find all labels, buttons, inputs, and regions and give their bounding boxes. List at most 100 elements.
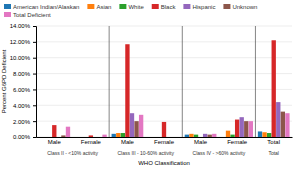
bar (89, 135, 93, 137)
bar (235, 120, 239, 137)
y-tick-mark (33, 42, 36, 43)
legend-item: Unknown (223, 4, 257, 10)
bar (48, 137, 52, 138)
y-tick-mark (33, 58, 36, 59)
y-tick: 14.00% (10, 23, 36, 29)
x-tick-label: Male (194, 139, 208, 145)
y-tick: 0.00% (13, 134, 36, 140)
bar (230, 135, 234, 137)
bar (244, 121, 248, 137)
grid-line (36, 73, 292, 74)
legend-item: Hispanic (183, 4, 215, 10)
separator (255, 26, 256, 137)
bar (66, 127, 70, 137)
bar (57, 137, 61, 138)
grid-line (36, 89, 292, 90)
legend-swatch (4, 12, 11, 17)
y-tick: 4.00% (13, 103, 36, 109)
y-tick-label: 10.00% (10, 55, 31, 61)
x-tick: Female (154, 137, 175, 145)
x-tick-label: Female (81, 139, 102, 145)
separator (109, 26, 110, 137)
plot: 0.00% 2.00% 4.00% 6.00% 8.00% 10.00% 12.00% 14.… (1, 23, 293, 166)
bar (185, 135, 189, 137)
bar (272, 40, 276, 137)
bar (38, 137, 42, 138)
legend-label: Total Deficient (13, 12, 51, 18)
legend-swatch (223, 4, 230, 9)
y-tick: 8.00% (13, 71, 36, 77)
bar (176, 137, 180, 138)
y-tick: 2.00% (13, 119, 36, 125)
legend-item: White (119, 4, 144, 10)
x-tick: Male (48, 137, 62, 145)
x-tick-label: Female (227, 139, 248, 145)
bar (153, 137, 157, 138)
bar (203, 134, 207, 137)
y-tick-mark (33, 121, 36, 122)
y-tick: 6.00% (13, 87, 36, 93)
legend-swatch (119, 4, 126, 9)
bar (148, 137, 152, 138)
bar (116, 133, 120, 137)
bar (189, 134, 193, 137)
legend-item: American Indian/Alaskan (4, 4, 79, 10)
separator (182, 26, 183, 137)
legend-swatch (183, 4, 190, 9)
legend-item: Asian (87, 4, 111, 10)
grid-line (36, 121, 292, 122)
legend-label: Hispanic (192, 4, 215, 10)
bar (276, 102, 280, 137)
bar (61, 135, 65, 137)
bar (212, 134, 216, 137)
y-tick-label: 2.00% (13, 119, 31, 125)
bar (84, 137, 88, 138)
y-axis: 0.00% 2.00% 4.00% 6.00% 8.00% 10.00% 12.00% 14.… (10, 23, 37, 140)
y-tick: 10.00% (10, 55, 36, 61)
bar (171, 137, 175, 138)
x-tick: Male (194, 137, 208, 145)
bar (285, 113, 289, 137)
grid-line (36, 26, 292, 27)
legend-label: Asian (96, 4, 111, 10)
x-tick: Female (81, 137, 102, 145)
bar (80, 137, 84, 138)
bars (52, 40, 289, 137)
bar (226, 131, 230, 137)
bar (43, 137, 47, 138)
bar (125, 44, 129, 137)
x-axis-title: WHO Classification (138, 160, 190, 166)
x-tick: Male (121, 137, 135, 145)
x-tick-label: Male (48, 139, 62, 145)
grid-line (36, 41, 292, 42)
y-tick-mark (33, 74, 36, 75)
bar (157, 137, 161, 138)
y-tick-mark (33, 137, 36, 138)
y-tick: 12.00% (10, 39, 36, 45)
grid-line (36, 57, 292, 58)
legend-label: White (128, 4, 144, 10)
bar (221, 137, 225, 138)
legend-swatch (152, 4, 159, 9)
bar (52, 125, 56, 137)
bar (102, 135, 106, 137)
bar (281, 112, 285, 137)
y-tick-label: 12.00% (10, 39, 31, 45)
group-label: Class IV - >60% activity (193, 150, 246, 156)
bar (75, 137, 79, 138)
x-axis: Male Female Male Female Male Female Total (37, 137, 293, 145)
bar (112, 134, 116, 137)
bar (139, 115, 143, 137)
x-tick: Total (267, 137, 280, 145)
bar (208, 135, 212, 137)
legend-label: Black (161, 4, 177, 10)
bar (98, 137, 102, 138)
x-axis-line (37, 137, 293, 138)
bar (134, 121, 138, 137)
bar-series (66, 113, 290, 137)
y-axis-line (33, 27, 37, 138)
bar (121, 133, 125, 137)
y-tick-label: 4.00% (13, 103, 31, 109)
bar (240, 117, 244, 137)
bar (198, 137, 202, 138)
